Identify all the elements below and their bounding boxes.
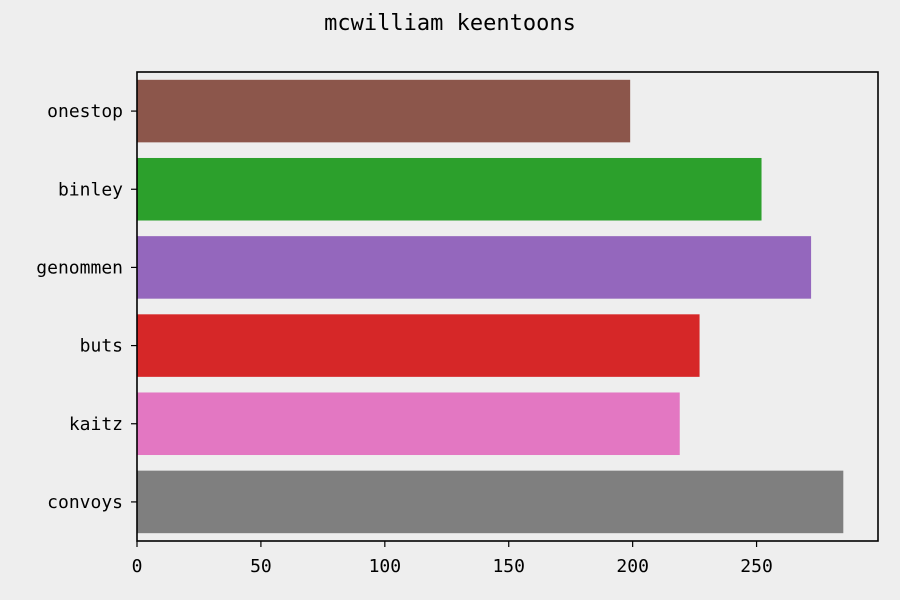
bar-kaitz	[137, 392, 680, 456]
bar-buts	[137, 314, 700, 377]
bar-genommen	[137, 236, 812, 299]
x-tick-label: 100	[369, 556, 402, 577]
y-axis: onestop binley genommen buts kaitz convoys	[36, 101, 137, 513]
x-axis: 0 50 100 150 200 250	[132, 541, 773, 577]
x-tick-label: 50	[250, 556, 272, 577]
x-tick-label: 0	[132, 556, 143, 577]
y-tick-label: convoys	[47, 492, 123, 513]
bar-binley	[137, 157, 762, 221]
chart-title: mcwilliam keentoons	[324, 11, 576, 36]
y-tick-label: binley	[58, 179, 123, 200]
bars-group	[137, 79, 844, 534]
y-tick-label: onestop	[47, 101, 123, 122]
plot-frame	[136, 71, 879, 542]
bar-convoys	[137, 470, 844, 534]
bar-onestop	[137, 79, 631, 143]
y-tick-label: kaitz	[69, 414, 123, 435]
y-tick-label: buts	[80, 336, 123, 357]
x-tick-label: 150	[492, 556, 525, 577]
x-tick-label: 200	[616, 556, 649, 577]
x-tick-label: 250	[740, 556, 773, 577]
y-tick-label: genommen	[36, 257, 123, 278]
